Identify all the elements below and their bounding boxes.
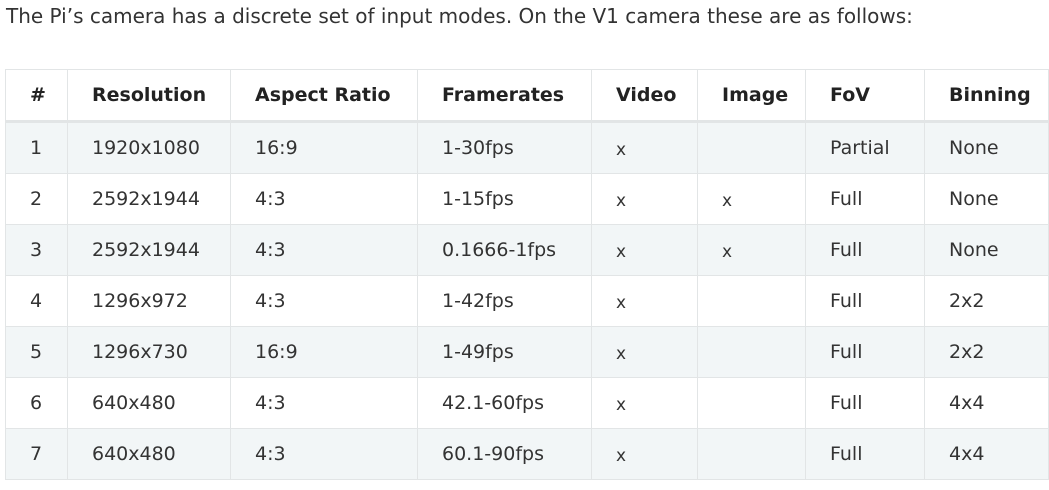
cell-image [697, 121, 806, 174]
table-row: 7 640x480 4:3 60.1-90fps x Full 4x4 [5, 428, 1049, 480]
check-mark: x [616, 394, 627, 415]
cell-video: x [591, 377, 698, 429]
cell-binning: 2x2 [924, 275, 1049, 327]
cell-number: 4 [5, 275, 68, 327]
cell-image [697, 428, 806, 480]
cell-fov: Full [805, 275, 925, 327]
cell-fov: Full [805, 173, 925, 225]
check-mark: x [616, 445, 627, 466]
header-fov: FoV [805, 69, 925, 123]
cell-fov: Partial [805, 121, 925, 174]
cell-binning: 4x4 [924, 428, 1049, 480]
cell-number: 3 [5, 224, 68, 276]
cell-image [697, 275, 806, 327]
cell-aspect-ratio: 4:3 [230, 428, 418, 480]
cell-image [697, 326, 806, 378]
check-mark: x [616, 241, 627, 262]
cell-framerates: 1-42fps [417, 275, 592, 327]
cell-resolution: 2592x1944 [67, 224, 231, 276]
header-framerates: Framerates [417, 69, 592, 123]
header-video: Video [591, 69, 698, 123]
cell-number: 6 [5, 377, 68, 429]
cell-aspect-ratio: 4:3 [230, 173, 418, 225]
check-mark: x [616, 292, 627, 313]
cell-resolution: 640x480 [67, 428, 231, 480]
cell-resolution: 1296x972 [67, 275, 231, 327]
cell-binning: 4x4 [924, 377, 1049, 429]
cell-image: x [697, 173, 806, 225]
header-number: # [5, 69, 68, 123]
cell-aspect-ratio: 16:9 [230, 326, 418, 378]
cell-resolution: 1920x1080 [67, 121, 231, 174]
cell-binning: None [924, 224, 1049, 276]
table-row: 2 2592x1944 4:3 1-15fps x x Full None [5, 173, 1049, 225]
cell-framerates: 1-30fps [417, 121, 592, 174]
cell-framerates: 1-49fps [417, 326, 592, 378]
cell-fov: Full [805, 224, 925, 276]
cell-aspect-ratio: 4:3 [230, 377, 418, 429]
check-mark: x [616, 139, 627, 160]
check-mark: x [616, 343, 627, 364]
cell-fov: Full [805, 428, 925, 480]
header-resolution: Resolution [67, 69, 231, 123]
cell-binning: None [924, 121, 1049, 174]
table-row: 4 1296x972 4:3 1-42fps x Full 2x2 [5, 275, 1049, 327]
cell-number: 7 [5, 428, 68, 480]
table-row: 5 1296x730 16:9 1-49fps x Full 2x2 [5, 326, 1049, 378]
cell-fov: Full [805, 377, 925, 429]
cell-video: x [591, 173, 698, 225]
table-header-row: # Resolution Aspect Ratio Framerates Vid… [5, 69, 1049, 123]
cell-video: x [591, 121, 698, 174]
cell-framerates: 60.1-90fps [417, 428, 592, 480]
cell-aspect-ratio: 16:9 [230, 121, 418, 174]
check-mark: x [616, 190, 627, 211]
header-binning: Binning [924, 69, 1049, 123]
cell-image: x [697, 224, 806, 276]
cell-aspect-ratio: 4:3 [230, 224, 418, 276]
header-image: Image [697, 69, 806, 123]
cell-video: x [591, 224, 698, 276]
cell-resolution: 2592x1944 [67, 173, 231, 225]
cell-number: 1 [5, 121, 68, 174]
table-row: 1 1920x1080 16:9 1-30fps x Partial None [5, 121, 1049, 174]
table-body: 1 1920x1080 16:9 1-30fps x Partial None 2 2592x1… [5, 121, 1049, 480]
header-aspect-ratio: Aspect Ratio [230, 69, 418, 123]
cell-number: 2 [5, 173, 68, 225]
cell-framerates: 1-15fps [417, 173, 592, 225]
cell-binning: 2x2 [924, 326, 1049, 378]
cell-fov: Full [805, 326, 925, 378]
cell-framerates: 0.1666-1fps [417, 224, 592, 276]
check-mark: x [722, 190, 733, 211]
cell-framerates: 42.1-60fps [417, 377, 592, 429]
cell-binning: None [924, 173, 1049, 225]
table-row: 3 2592x1944 4:3 0.1666-1fps x x Full None [5, 224, 1049, 276]
cell-video: x [591, 326, 698, 378]
cell-image [697, 377, 806, 429]
cell-resolution: 640x480 [67, 377, 231, 429]
cell-video: x [591, 428, 698, 480]
camera-modes-table: # Resolution Aspect Ratio Framerates Vid… [5, 69, 1049, 480]
cell-number: 5 [5, 326, 68, 378]
check-mark: x [722, 241, 733, 262]
table-row: 6 640x480 4:3 42.1-60fps x Full 4x4 [5, 377, 1049, 429]
cell-aspect-ratio: 4:3 [230, 275, 418, 327]
intro-paragraph: The Pi’s camera has a discrete set of in… [6, 4, 913, 28]
cell-resolution: 1296x730 [67, 326, 231, 378]
cell-video: x [591, 275, 698, 327]
